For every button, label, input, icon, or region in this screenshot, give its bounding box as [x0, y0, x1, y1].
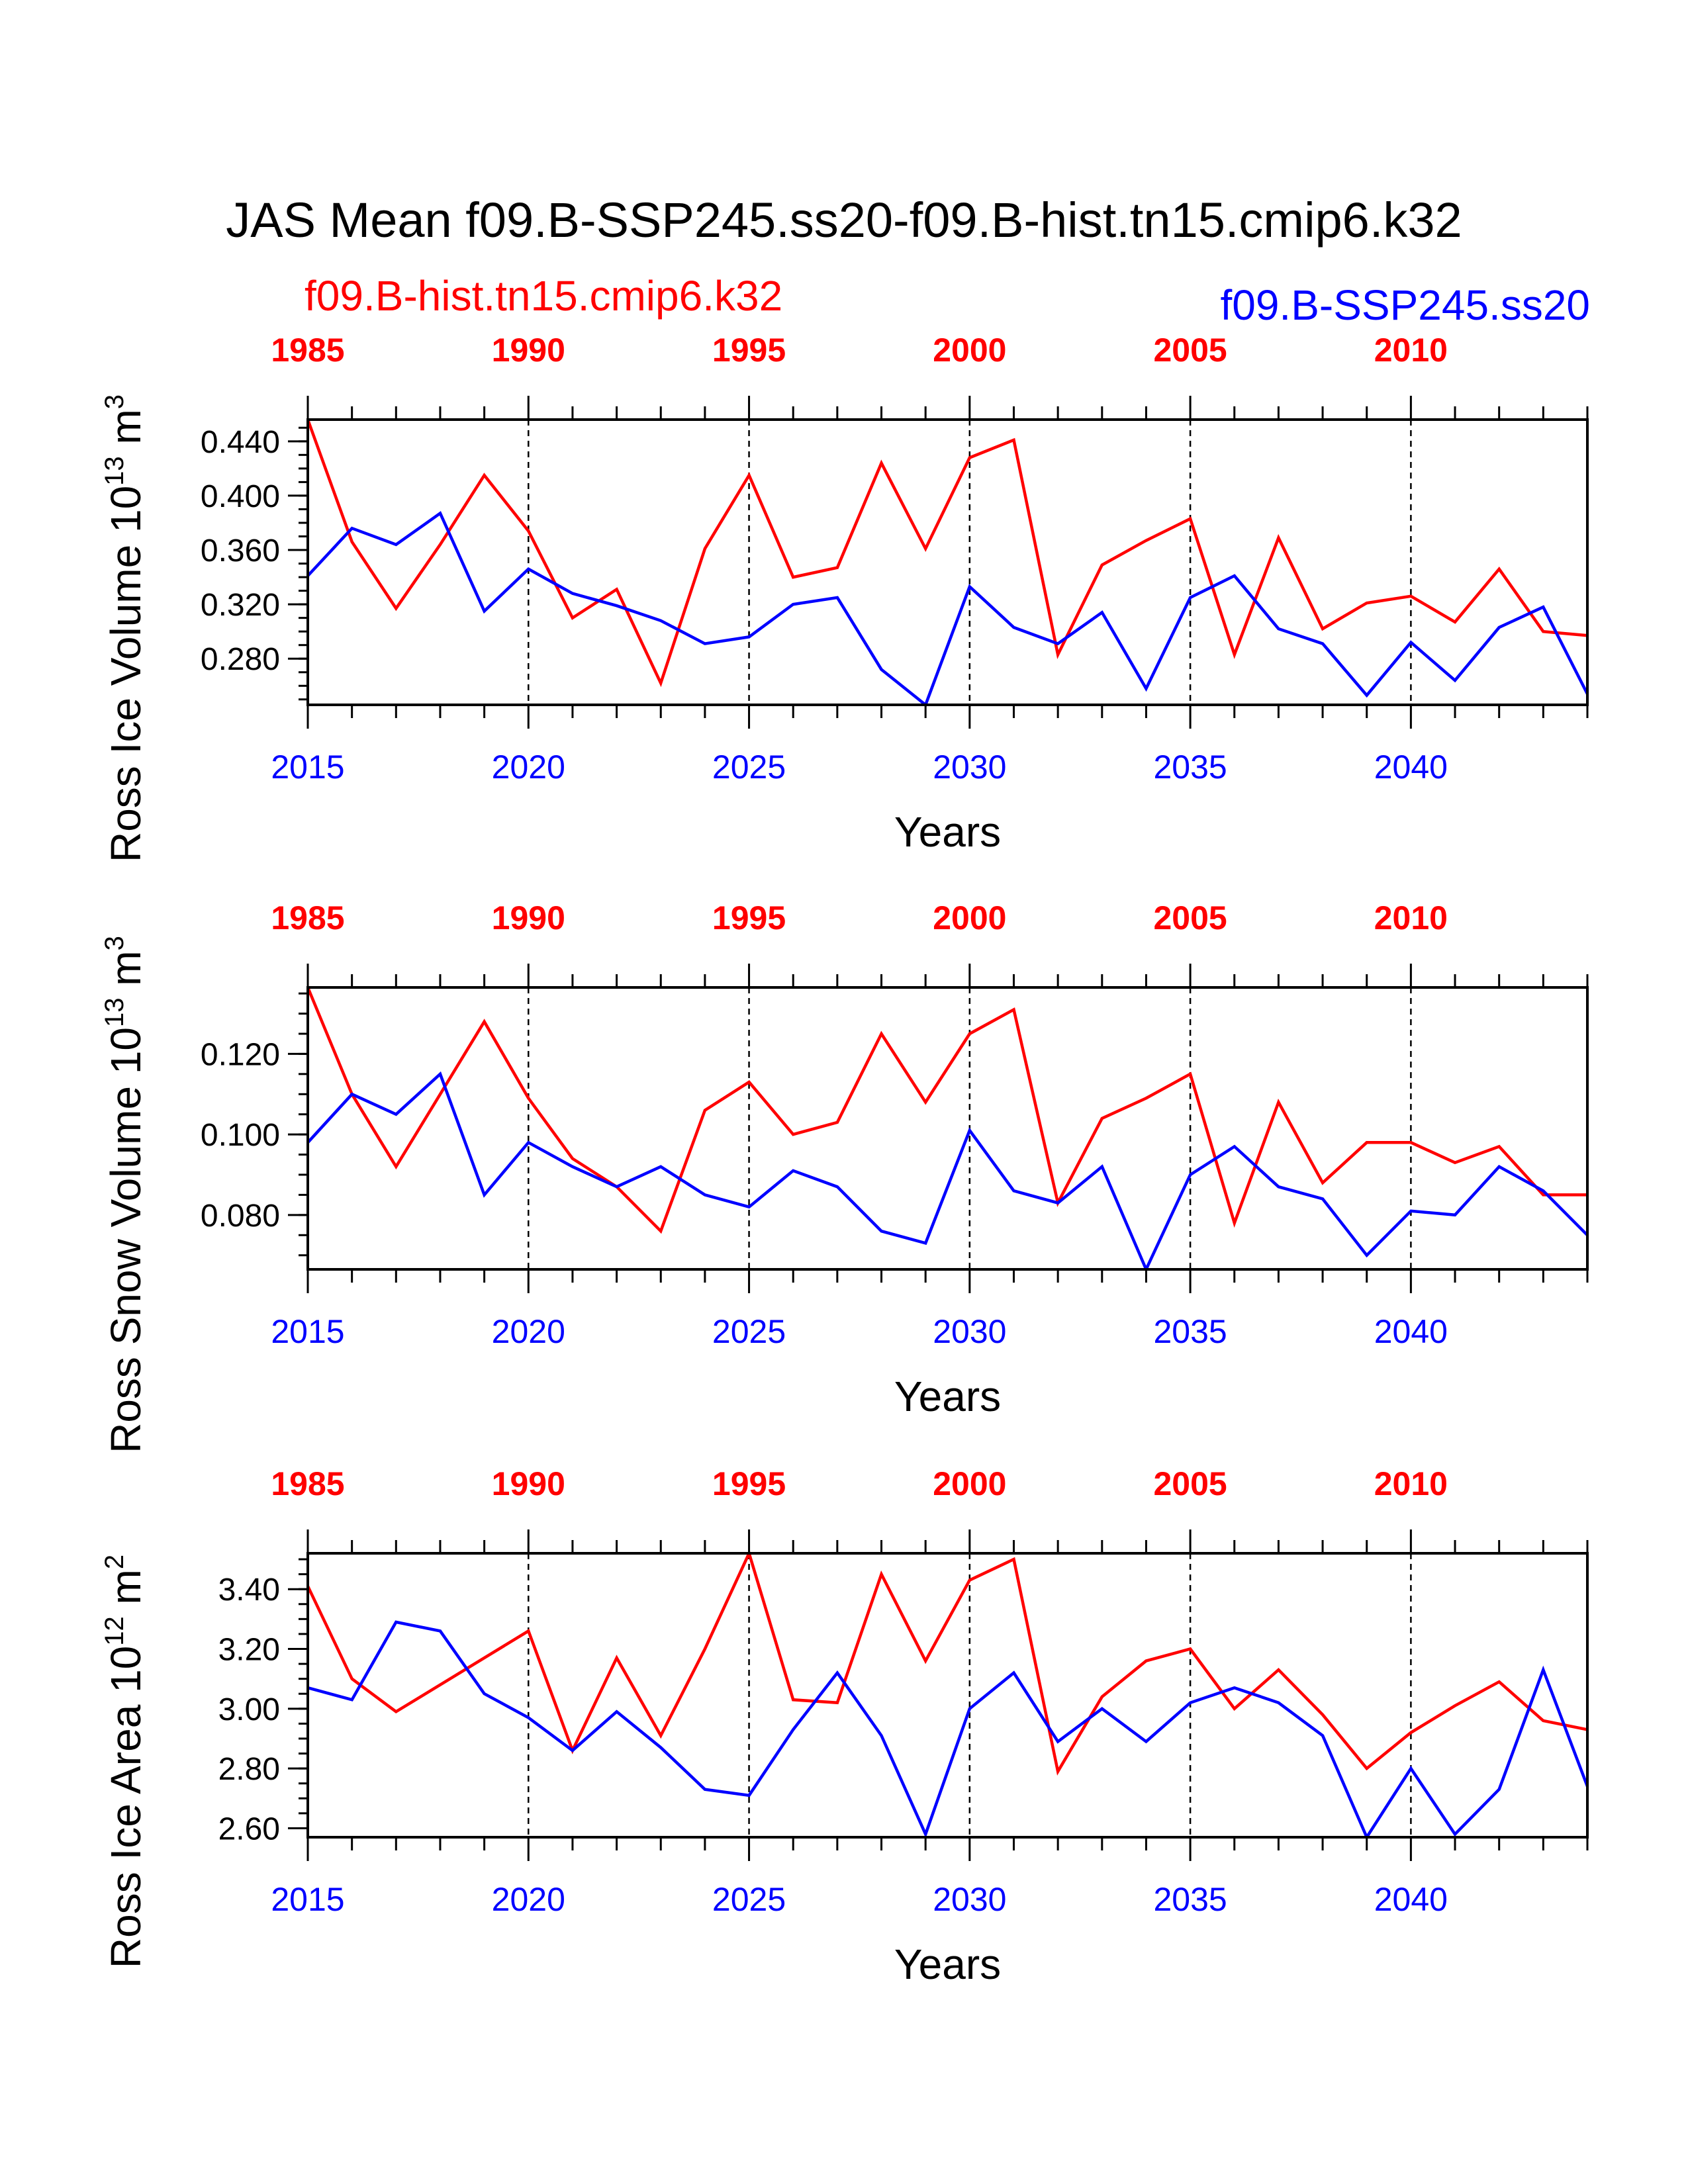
x-bottom-tick-label: 2020 [492, 1313, 565, 1350]
y-tick-label: 0.100 [201, 1118, 280, 1153]
x-bottom-tick-label: 2025 [712, 1881, 786, 1918]
x-top-tick-label: 2000 [933, 899, 1006, 936]
panel-1: 2015 2020 2025 2030 2035 2040 1985 1990 1995 2000… [100, 332, 1589, 862]
x-axis-title: Years [894, 1373, 1001, 1420]
x-top-tick-label: 1990 [492, 332, 565, 369]
x-top-tick-label: 1990 [492, 1465, 565, 1502]
y-tick-label: 0.120 [201, 1037, 280, 1072]
x-bottom-tick-label: 2035 [1153, 1881, 1227, 1918]
y-axis-title: Ross Ice Area 1012 m2 [100, 1555, 150, 1968]
x-top-tick-label: 2010 [1374, 332, 1448, 369]
x-bottom-tick-label: 2015 [271, 1313, 344, 1350]
y-tick-label: 0.440 [201, 425, 280, 460]
x-bottom-tick-label: 2015 [271, 1881, 344, 1918]
x-top-tick-label: 2000 [933, 1465, 1006, 1502]
x-bottom-tick-label: 2040 [1374, 749, 1448, 786]
y-tick-label: 0.080 [201, 1199, 280, 1234]
plot-frame [306, 418, 1589, 706]
x-bottom-tick-label: 2025 [712, 1313, 786, 1350]
x-axis-title: Years [894, 808, 1001, 856]
panel-3: 2015 2020 2025 2030 2035 2040 1985 1990 1995 2000… [100, 1465, 1589, 1988]
y-tick-label: 0.400 [201, 479, 280, 514]
x-top-tick-label: 2005 [1153, 332, 1227, 369]
plot-frame [306, 1552, 1589, 1839]
plot-frame [306, 986, 1589, 1271]
y-axis-title: Ross Snow Volume 1013 m3 [100, 936, 150, 1453]
x-axis-title: Years [894, 1940, 1001, 1988]
hist-series-line [306, 987, 1587, 1234]
x-bottom-tick-label: 2030 [933, 1313, 1006, 1350]
x-bottom-tick-label: 2020 [492, 749, 565, 786]
x-top-tick-label: 1995 [712, 1465, 786, 1502]
x-top-tick-label: 1995 [712, 899, 786, 936]
x-top-tick-label: 1990 [492, 899, 565, 936]
hist-series-line [306, 419, 1588, 688]
x-top-tick-label: 1985 [271, 899, 344, 936]
x-bottom-tick-label: 2035 [1153, 749, 1227, 786]
x-bottom-tick-label: 2015 [271, 749, 344, 786]
x-bottom-tick-label: 2020 [492, 1881, 565, 1918]
chart-title: JAS Mean f09.B-SSP245.ss20-f09.B-hist.tn… [226, 193, 1462, 248]
x-top-tick-label: 2010 [1374, 1465, 1448, 1502]
y-tick-label: 2.60 [218, 1811, 280, 1846]
y-tick-label: 0.360 [201, 533, 280, 569]
hist-series-line [306, 1549, 1588, 1776]
y-tick-label: 3.00 [218, 1692, 280, 1727]
y-tick-label: 0.320 [201, 588, 280, 623]
ssp-series-line [306, 1071, 1589, 1273]
x-top-tick-label: 2005 [1153, 1465, 1227, 1502]
x-bottom-tick-label: 2035 [1153, 1313, 1227, 1350]
x-top-tick-label: 2010 [1374, 899, 1448, 936]
legend-ssp-series: f09.B-SSP245.ss20 [1220, 281, 1590, 329]
ssp-series-line [307, 1620, 1589, 1841]
y-tick-label: 3.20 [218, 1633, 280, 1668]
y-tick-label: 0.280 [201, 642, 280, 677]
y-tick-label: 2.80 [218, 1752, 280, 1787]
x-bottom-tick-label: 2025 [712, 749, 786, 786]
x-bottom-tick-label: 2030 [933, 1881, 1006, 1918]
x-top-tick-label: 1995 [712, 332, 786, 369]
y-axis-title: Ross Ice Volume 1013 m3 [100, 394, 150, 862]
x-top-tick-label: 2000 [933, 332, 1006, 369]
ssp-series-line [306, 511, 1589, 707]
y-tick-label: 3.40 [218, 1572, 280, 1608]
x-bottom-tick-label: 2040 [1374, 1881, 1448, 1918]
legend-hist-series: f09.B-hist.tn15.cmip6.k32 [305, 272, 783, 320]
x-top-tick-label: 1985 [271, 1465, 344, 1502]
x-top-tick-label: 1985 [271, 332, 344, 369]
panel-2: 2015 2020 2025 2030 2035 2040 1985 1990 1995 2000… [100, 899, 1589, 1453]
x-top-tick-label: 2005 [1153, 899, 1227, 936]
x-bottom-tick-label: 2040 [1374, 1313, 1448, 1350]
x-bottom-tick-label: 2030 [933, 749, 1006, 786]
